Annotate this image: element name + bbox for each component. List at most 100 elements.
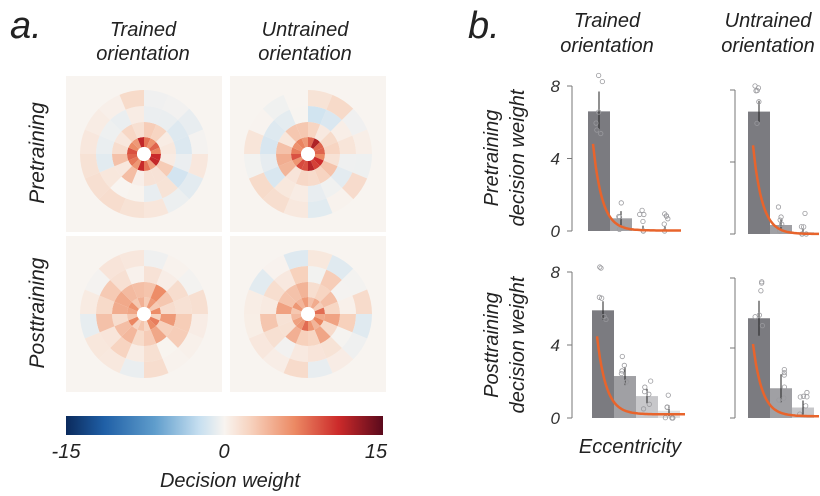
bar-chart-panel (730, 83, 819, 237)
data-point (756, 312, 762, 318)
heatmap-cell (137, 320, 144, 331)
heatmap-cell (144, 297, 151, 308)
heatmap-cell (301, 137, 308, 148)
heatmap-cell (127, 307, 138, 314)
heatmap-cell (188, 154, 208, 179)
data-point (798, 224, 805, 230)
heatmap-cell (274, 176, 296, 199)
heatmap-cell (289, 183, 308, 202)
heatmap-cell (156, 269, 178, 292)
heatmap-cell (144, 329, 157, 346)
heatmap-cell (137, 297, 144, 308)
heatmap-cell (127, 314, 138, 321)
heatmap-cell (283, 198, 308, 218)
heatmap-cell (119, 250, 144, 270)
heatmap-cell (312, 141, 324, 152)
heatmap-cell (295, 329, 308, 346)
heatmap-cell (156, 109, 178, 132)
heatmap-row-title-pre: Pretraining (26, 102, 49, 204)
heatmap-cell (80, 289, 100, 314)
heatmap-cell (310, 138, 321, 150)
data-point (596, 72, 602, 79)
data-point (776, 397, 782, 403)
data-point (781, 369, 787, 376)
heatmap-cell (144, 343, 163, 362)
panel-a-label: a. (10, 5, 42, 47)
data-point (669, 415, 675, 421)
heatmap-cell (301, 297, 308, 308)
heatmap-cell (320, 336, 342, 359)
bar (588, 111, 610, 231)
data-point (599, 78, 605, 85)
heatmap-center (137, 147, 151, 161)
heatmap-cell (98, 254, 126, 281)
heatmap-cell (173, 295, 192, 314)
heatmap-cell (308, 320, 315, 331)
heatmap-cell (285, 166, 302, 184)
heatmap-cell (301, 160, 308, 171)
heatmap-cell (110, 336, 132, 359)
heatmap-cell (295, 169, 308, 186)
y-tick-label: 8 (551, 77, 561, 96)
data-point (641, 389, 648, 395)
heatmap-cell (352, 154, 372, 179)
heatmap-cell (320, 131, 338, 148)
heatmap-cell (278, 131, 296, 148)
data-point (661, 221, 667, 227)
bar-chart-panel: 0 4 8 (551, 72, 681, 241)
colorbar (66, 416, 383, 435)
bar-col-title-untrained-2: orientation (721, 35, 814, 57)
heatmap-cell (310, 158, 321, 170)
heatmap-cell (112, 154, 129, 167)
heatmap-cell (278, 320, 296, 337)
heatmap-cell (276, 314, 293, 327)
y-tick-label: 0 (551, 409, 561, 428)
heatmap-cell (84, 108, 111, 136)
heatmap-cell (112, 301, 129, 314)
heatmap-cell (308, 297, 315, 308)
data-point (801, 224, 807, 230)
heatmap-cell (110, 269, 132, 292)
heatmap-cell (352, 314, 372, 339)
heatmap-cell (263, 280, 286, 302)
heatmap-cell (326, 347, 354, 374)
heatmap-cell (352, 289, 372, 314)
heatmap-cell (308, 266, 327, 285)
heatmap-cell (156, 320, 174, 337)
heatmap-cell (312, 156, 324, 167)
heatmap-cell (146, 318, 157, 330)
heatmap-cell (121, 284, 138, 302)
colorbar-tick-min: -15 (52, 441, 82, 463)
heatmap-cell (114, 320, 132, 337)
heatmap-cell (156, 291, 174, 308)
data-point (781, 395, 787, 401)
heatmap-cell (159, 314, 176, 327)
heatmap-cell (262, 94, 290, 121)
heatmap-col-title-untrained-1: Untrained (262, 19, 350, 41)
heatmap-cell (310, 298, 321, 310)
bar-row-title-pre-1: Pretraining (481, 110, 503, 207)
heatmap-cell (308, 137, 315, 148)
data-point (593, 120, 599, 126)
heatmap-cell (314, 314, 325, 321)
heatmap-cell (295, 298, 306, 310)
heatmap-cell (308, 90, 333, 110)
heatmap-cell (326, 94, 354, 121)
heatmap-panel (66, 236, 222, 392)
heatmap-cell (314, 284, 331, 302)
data-point (639, 207, 645, 213)
heatmap-cell (150, 124, 167, 142)
heatmap-cell (188, 129, 208, 154)
heatmap-cell (150, 166, 167, 184)
data-point (759, 323, 765, 329)
colorbar-title: Decision weight (160, 470, 302, 492)
heatmap-center (301, 147, 315, 161)
heatmap-cell (326, 254, 354, 281)
bar-col-title-trained-1: Trained (574, 10, 641, 32)
data-point (665, 216, 671, 222)
data-point (637, 211, 643, 218)
heatmap-cell (320, 269, 342, 292)
heatmap-cell (285, 284, 302, 302)
heatmap-cell (131, 282, 144, 299)
heatmap-cell (289, 106, 308, 125)
